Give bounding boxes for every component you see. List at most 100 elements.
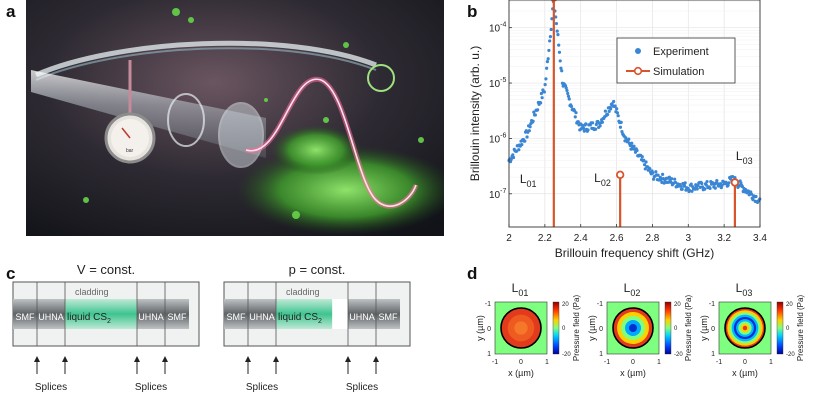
y-axis-label: y (µm)	[699, 315, 709, 341]
experiment-point	[603, 109, 607, 113]
x-tick-label: 1	[657, 359, 661, 366]
experiment-point	[708, 186, 712, 191]
experiment-point	[720, 183, 724, 187]
experiment-point	[644, 160, 648, 164]
experiment-point	[726, 183, 730, 187]
x-tick-label: 0	[631, 359, 635, 366]
chart-legend: Experiment Simulation	[616, 37, 736, 84]
experiment-point	[525, 135, 529, 139]
experiment-point	[586, 128, 590, 132]
cladding-label: cladding	[75, 287, 109, 297]
fiber-core-segment	[137, 299, 165, 329]
colorbar-label: Pressure field (Pa)	[796, 295, 805, 362]
peak-label-L02: L02	[594, 171, 611, 188]
x-tick-label: 1	[545, 359, 549, 366]
mode-profile-L03: L03-101-1 0 1x (µm)y (µm)200-20 Pressure fi…	[699, 281, 805, 378]
x-tick-label: 0	[743, 359, 747, 366]
experiment-point	[690, 189, 694, 193]
experiment-point	[700, 181, 704, 186]
experiment-point	[661, 172, 665, 176]
segment-label-uhna: UHNA	[138, 312, 164, 322]
experiment-point	[749, 192, 754, 196]
experiment-point	[598, 124, 602, 128]
y-tick-label: 1	[599, 351, 603, 358]
experiment-point	[574, 111, 578, 115]
fiber-illustration-art	[26, 0, 444, 236]
experiment-point	[607, 109, 611, 114]
experiment-point	[546, 57, 550, 61]
experiment-point	[511, 155, 516, 160]
experiment-point	[543, 83, 547, 87]
experiment-point	[715, 179, 719, 183]
experiment-point	[612, 99, 616, 104]
y-tick-label: -1	[709, 301, 715, 308]
segment-label-liquid: liquid CS2	[67, 312, 111, 325]
segment-label-uhna: UHNA	[249, 312, 275, 322]
experiment-point	[549, 27, 553, 32]
x-tick-label: -1	[604, 359, 610, 366]
colorbar-tick: 0	[562, 326, 566, 332]
experiment-point	[642, 163, 647, 167]
mode-profiles: L01-101-1 0 1x (µm)y (µm)200-20 Pressure fi…	[475, 281, 805, 378]
splice-arrow-head	[373, 356, 379, 362]
fiber-core-segment	[224, 299, 248, 329]
experiment-point	[703, 187, 707, 191]
legend-experiment-marker	[635, 48, 641, 54]
experiment-point	[542, 90, 546, 94]
experiment-point	[557, 50, 562, 54]
x-axis-label: Brillouin frequency shift (GHz)	[555, 246, 714, 260]
experiment-point	[651, 171, 655, 175]
splice-arrow-head	[62, 356, 68, 362]
experiment-point	[536, 108, 540, 112]
experiment-point	[532, 110, 536, 114]
splices-label-right: Splices	[346, 382, 378, 393]
x-tick-label: 2.6	[610, 233, 624, 244]
experiment-point	[751, 198, 755, 202]
experiment-point	[682, 184, 687, 188]
simulation-marker	[615, 170, 625, 180]
legend-simulation-label: Simulation	[653, 66, 704, 78]
experiment-point	[509, 157, 513, 161]
experiment-point	[533, 113, 537, 117]
plot-area	[509, 0, 760, 227]
x-tick-label: 3.4	[753, 233, 767, 244]
mode-profile-L01: L01-101-1 0 1x (µm)y (µm)200-20 Pressure fi…	[475, 281, 581, 378]
experiment-point	[679, 184, 683, 188]
experiment-point	[705, 179, 709, 184]
experiment-point	[581, 126, 586, 130]
y-tick-label: 10-7	[489, 188, 506, 201]
fiber-illustration: bar	[26, 0, 444, 236]
liquid-core-fill	[276, 299, 333, 329]
panel-label-b: b	[467, 2, 478, 21]
splice-arrow-head	[134, 356, 140, 362]
experiment-point	[555, 29, 559, 33]
experiment-point	[556, 33, 560, 37]
experiment-point	[520, 143, 524, 147]
mode-field-ring	[629, 324, 637, 332]
splice-arrow-head	[273, 356, 279, 362]
fiber-core-segment	[13, 299, 37, 329]
x-tick-label: 1	[769, 359, 773, 366]
splices-label-left: Splices	[35, 382, 67, 393]
schematic-title: p = const.	[289, 262, 346, 277]
experiment-point	[704, 183, 708, 187]
experiment-point	[635, 148, 639, 153]
experiment-point	[673, 180, 678, 184]
experiment-point	[713, 186, 717, 190]
splices-label-right: Splices	[135, 382, 167, 393]
y-tick-label: 0	[487, 326, 491, 333]
y-axis-label: Brillouin intensity (arb. u.)	[468, 46, 482, 181]
experiment-point	[590, 121, 595, 125]
x-axis-label: x (µm)	[508, 368, 534, 378]
experiment-point	[573, 115, 577, 119]
experiment-point	[609, 107, 613, 111]
y-tick-label: 1	[487, 351, 491, 358]
x-tick-label: 3	[686, 233, 692, 244]
experiment-point	[613, 104, 617, 108]
experiment-point	[527, 129, 531, 133]
core-boundary	[724, 307, 766, 349]
experiment-point	[727, 181, 731, 185]
colorbar-tick: -20	[786, 352, 795, 358]
y-axis-label: y (µm)	[587, 315, 597, 341]
y-tick-label: 10-5	[489, 77, 506, 90]
